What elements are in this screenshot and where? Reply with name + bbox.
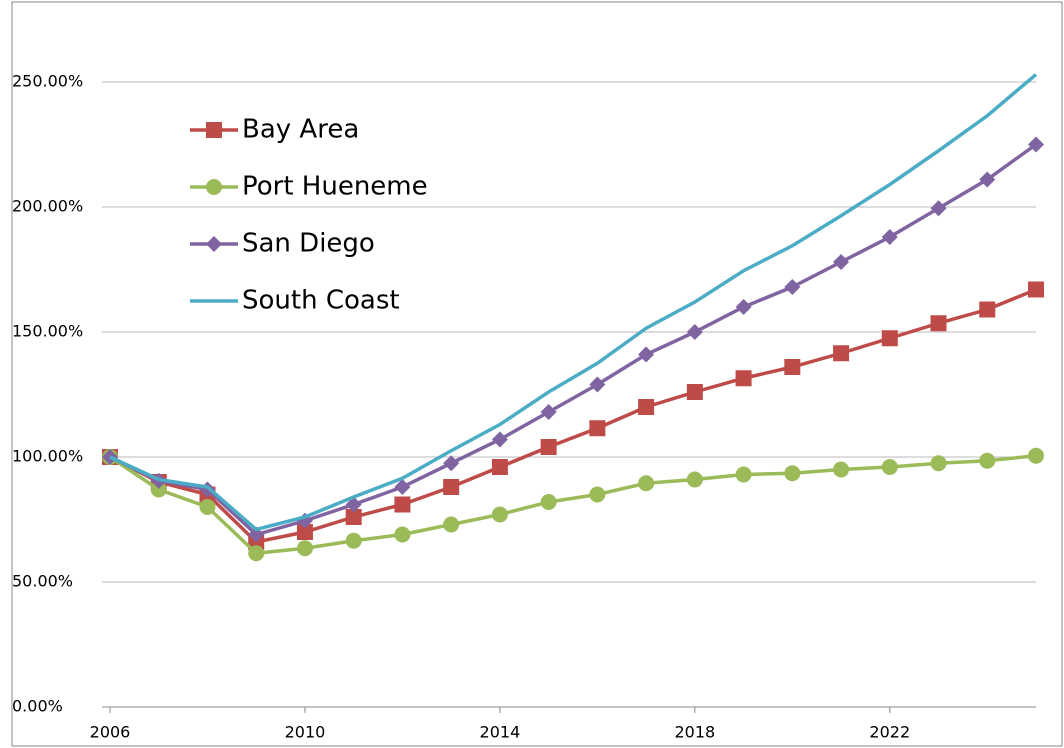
legend-label: Port Hueneme [242,172,428,202]
marker [833,254,850,270]
marker [206,179,222,195]
marker [443,479,460,495]
marker [394,496,411,513]
y-tick-label: 150.00% [12,322,83,341]
marker [296,540,313,557]
marker [638,346,655,363]
marker [443,516,460,533]
y-tick-label: 0.00% [12,697,63,716]
marker [686,384,703,400]
marker [784,465,801,482]
marker [979,171,996,188]
marker [150,481,167,498]
marker [345,509,362,525]
marker [491,506,508,523]
marker [206,122,222,138]
marker [199,499,216,515]
y-tick-label: 200.00% [12,197,83,216]
y-tick-label: 250.00% [12,72,83,91]
marker [784,359,801,375]
marker [735,466,752,483]
marker [206,236,222,252]
marker [394,526,411,543]
marker [345,532,362,549]
marker [589,376,606,393]
marker [248,526,265,543]
marker [1028,281,1044,298]
marker [589,486,606,503]
marker [686,471,703,488]
marker [540,494,557,510]
y-tick-label: 50.00% [12,572,73,591]
marker [491,459,508,475]
marker [540,439,557,455]
marker [979,301,996,318]
legend-label: Bay Area [242,115,359,145]
marker [540,404,557,420]
marker [1028,136,1044,153]
marker [248,545,265,562]
marker [833,461,850,478]
marker [979,452,996,469]
marker [930,315,947,332]
y-tick-label: 100.00% [12,447,83,466]
legend-label: South Coast [242,286,400,316]
x-tick-label: 2014 [480,723,521,742]
marker [296,524,313,540]
marker [638,399,655,415]
marker [394,479,411,495]
series-line [109,143,1038,537]
marker [930,455,947,472]
series-line [109,73,1038,532]
chart-border [11,1,1063,747]
marker [833,345,850,362]
marker [930,200,947,217]
marker [735,299,752,315]
marker [491,431,508,448]
legend-label: San Diego [242,229,375,259]
series-line [109,454,1037,556]
marker [443,455,460,472]
marker [881,229,898,245]
marker [881,330,898,347]
marker [881,459,898,475]
marker [735,370,752,387]
x-tick-label: 2018 [674,723,715,742]
series-line [109,287,1037,544]
marker [686,324,703,340]
x-tick-label: 2022 [869,723,910,742]
marker [638,475,655,492]
x-tick-label: 2010 [285,723,326,742]
marker [1028,447,1044,464]
marker [784,279,801,295]
x-tick-label: 2006 [90,723,131,742]
marker [589,420,606,437]
